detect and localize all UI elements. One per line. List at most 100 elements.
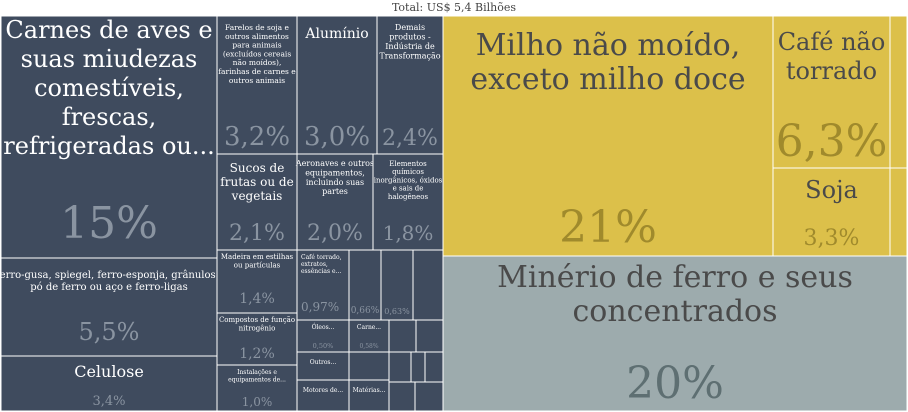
treemap-tile-rect [296, 351, 350, 381]
treemap-tile-madeira[interactable]: Madeira em estilhas ou partículas 1,4% [216, 249, 298, 314]
treemap-tile-value: 2,1% [229, 221, 285, 246]
treemap-tile-outros[interactable]: Outros... [296, 351, 350, 381]
treemap-tile-rect [772, 167, 891, 257]
treemap-tile-label: Motores de... [303, 387, 343, 394]
treemap-tile-celulose[interactable]: Celulose 3,4% [0, 355, 218, 412]
treemap-filler-tile [388, 351, 412, 383]
treemap-tile-rect [296, 249, 350, 321]
treemap-tile-rect [296, 153, 374, 251]
treemap-tile-soja[interactable]: Soja 3,3% [772, 167, 891, 257]
treemap-tile-value: 1,0% [242, 395, 273, 409]
treemap-tile-farelos[interactable]: Farelos de soja e outros alimentos para an… [216, 15, 298, 155]
treemap-tile-label: Café não torrado [778, 28, 886, 85]
treemap-filler-tile [889, 15, 908, 169]
treemap-tile-label: Outros... [310, 359, 337, 366]
treemap-tile-value: 0,66% [351, 306, 380, 316]
treemap-tile-label: Farelos de soja e outros alimentos para an… [218, 23, 296, 85]
treemap-tile-rect [348, 379, 390, 412]
treemap-tile-value: 3,4% [92, 394, 125, 409]
treemap-tile-milho[interactable]: Milho não moído, exceto milho doce 21% [442, 15, 774, 257]
treemap-tile-label: Celulose [74, 362, 144, 381]
treemap-tile-label: Milho não moído, exceto milho doce [470, 28, 745, 97]
treemap-tile-carnes[interactable]: Carnes de aves e suas miudezas comestíveis… [0, 15, 218, 259]
treemap-tile-elementos[interactable]: Elementos químicos inorgânicos, óxidos e sa… [372, 153, 444, 251]
treemap-filler-tile [424, 351, 444, 383]
treemap-tile-ferro-gusa[interactable]: Ferro-gusa, spiegel, ferro-esponja, grân… [0, 257, 225, 357]
treemap-tile-rect [380, 249, 414, 321]
treemap-tile-rect [376, 15, 444, 155]
treemap-tile-aluminio[interactable]: Alumínio 3,0% [296, 15, 378, 155]
treemap-tile-label: Carne... [357, 324, 381, 331]
treemap-tile-cafe-torrado[interactable]: Café torrado, extratos, essências e... 0,97… [296, 249, 350, 321]
treemap-tile-rect [296, 319, 350, 353]
treemap-tile-value: 21% [559, 202, 657, 253]
treemap-filler-tile [415, 319, 444, 353]
treemap-tile-label: Compostos de função nitrogênio [219, 316, 295, 333]
treemap-tile-label: Madeira em estilhas ou partículas [221, 253, 294, 270]
treemap-tile-sucos[interactable]: Sucos de frutas ou de vegetais 2,1% [216, 153, 298, 251]
treemap-tile-aeronaves[interactable]: Aeronaves e outros equipamentos, incluindo… [295, 153, 374, 251]
treemap-tile-value: 1,4% [239, 291, 275, 307]
treemap-tile-motores[interactable]: Motores de... [296, 379, 350, 412]
treemap-tile-rect [216, 312, 298, 366]
treemap-filler-tile [388, 319, 417, 353]
treemap-tile-value: 6,3% [776, 116, 888, 167]
treemap-tile-value: 5,5% [79, 318, 140, 346]
treemap-tile-label: Óleos... [312, 323, 335, 331]
treemap-filler-tile [348, 351, 390, 381]
treemap-tile-value: 3,3% [804, 226, 860, 251]
treemap-tile-rect [442, 15, 774, 257]
treemap-tile-materias[interactable]: Matérias... [348, 379, 390, 412]
treemap-tile-label: Instalações e equipamentos de... [228, 369, 286, 384]
treemap-filler-tile [410, 351, 426, 383]
treemap-tile-minerio[interactable]: Minério de ferro e seus concentrados 20% [442, 255, 908, 412]
treemap-tile-oleos[interactable]: Óleos... 0,50% [296, 319, 350, 353]
treemap-tile-label: Carnes de aves e suas miudezas comestíveis… [3, 16, 214, 160]
treemap-tile-value: 3,2% [224, 122, 290, 152]
treemap-tile-value: 3,0% [304, 122, 370, 152]
treemap-tile-compostos[interactable]: Compostos de função nitrogênio 1,2% [216, 312, 298, 366]
treemap-tile-value: 0,97% [301, 300, 339, 314]
treemap-tile-value: 1,8% [383, 221, 434, 245]
treemap-tile-value: 0,63% [384, 307, 410, 316]
treemap-tile-rect [216, 249, 298, 314]
treemap-tile-small-063[interactable]: 0,63% [380, 249, 414, 321]
treemap-tile-value: 0,58% [359, 343, 378, 350]
treemap-tile-rect [0, 355, 218, 412]
treemap-tile-rect [348, 319, 390, 353]
treemap-tile-value: 1,2% [239, 346, 275, 362]
treemap-tile-small-066[interactable]: 0,66% [348, 249, 382, 321]
treemap-tile-rect [296, 15, 378, 155]
treemap-tile-rect [772, 15, 891, 169]
treemap-tile-rect [442, 255, 908, 412]
treemap-tile-label: Aeronaves e outros equipamentos, incluindo… [295, 159, 374, 196]
treemap-tile-rect [216, 15, 298, 155]
treemap-tile-label: Sucos de frutas ou de vegetais [220, 161, 293, 203]
treemap-tile-value: 2,4% [382, 126, 438, 151]
treemap-tile-value: 15% [60, 198, 158, 249]
treemap-tile-label: Matérias... [353, 387, 386, 394]
treemap-filler-tile [889, 167, 908, 257]
treemap-tile-value: 20% [626, 358, 724, 409]
treemap-tile-label: Minério de ferro e seus concentrados [497, 260, 853, 329]
chart-title: Total: US$ 5,4 Bilhões [391, 1, 517, 14]
treemap-tile-rect [296, 379, 350, 412]
treemap-tile-label: Ferro-gusa, spiegel, ferro-esponja, grân… [0, 270, 225, 293]
treemap-tile-demais[interactable]: Demais produtos -Indústria de Transformaçã… [376, 15, 444, 155]
treemap-filler-tile [388, 381, 416, 412]
treemap-tile-rect [216, 153, 298, 251]
treemap-tile-carne[interactable]: Carne... 0,58% [348, 319, 390, 353]
treemap-filler-tile [414, 381, 444, 412]
treemap-tile-label: Café torrado, extratos, essências e... [301, 254, 342, 275]
treemap-tile-label: Demais produtos -Indústria de Transformaçã… [379, 23, 440, 61]
treemap-tile-label: Soja [805, 176, 858, 204]
treemap-tile-label: Elementos químicos inorgânicos, óxidos e sa… [374, 160, 443, 201]
treemap-tile-value: 0,50% [313, 342, 334, 350]
treemap-tile-rect [372, 153, 444, 251]
treemap-tile-instalacoes[interactable]: Instalações e equipamentos de... 1,0% [216, 364, 298, 412]
treemap-tile-cafe[interactable]: Café não torrado 6,3% [772, 15, 891, 169]
treemap-tile-label: Alumínio [304, 26, 368, 42]
treemap-filler-tile [412, 249, 444, 321]
